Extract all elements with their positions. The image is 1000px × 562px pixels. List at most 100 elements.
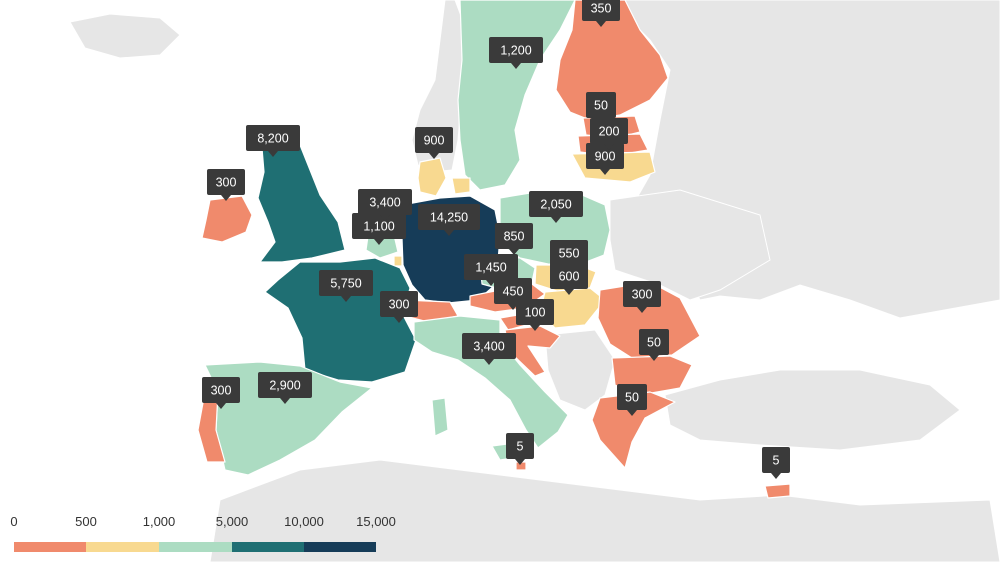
value-pin-box <box>586 92 616 118</box>
value-label: 300 <box>632 288 653 302</box>
value-label: 450 <box>503 285 524 299</box>
region-france[interactable] <box>264 257 417 383</box>
region-sweden[interactable] <box>457 0 576 191</box>
value-label: 5,750 <box>330 277 361 291</box>
value-pin-pointer <box>564 289 574 295</box>
value-pin-box <box>418 204 480 230</box>
value-pin-box <box>380 291 418 317</box>
value-pin-pointer <box>771 473 781 479</box>
iceland-shape <box>69 13 181 59</box>
value-pin-pointer <box>530 325 540 331</box>
value-pin-netherlands: 3,400 <box>358 189 412 221</box>
value-pin-italy: 3,400 <box>462 333 516 365</box>
value-pin-czechia: 1,450 <box>464 254 518 286</box>
value-pin-box <box>586 143 624 169</box>
value-pin-pointer <box>380 215 390 221</box>
value-pin-box <box>319 270 373 296</box>
value-pin-box <box>358 189 412 215</box>
value-label: 14,250 <box>430 211 468 225</box>
region-italy-sardinia[interactable] <box>431 397 449 437</box>
value-pin-box <box>590 118 628 144</box>
value-pin-box <box>550 263 588 289</box>
belarus-ukraine-shape <box>609 189 771 301</box>
value-pin-finland: 350 <box>582 0 620 27</box>
value-label: 50 <box>647 336 661 350</box>
region-greece[interactable] <box>591 391 676 469</box>
legend-label-500: 500 <box>75 514 97 529</box>
value-pin-spain: 2,900 <box>258 372 312 404</box>
value-pin-box <box>623 281 661 307</box>
value-pin-box <box>582 0 620 21</box>
value-label: 3,400 <box>473 340 504 354</box>
legend-swatch-500-1000 <box>86 542 159 552</box>
value-pin-box <box>762 447 790 473</box>
region-italy[interactable] <box>413 315 569 449</box>
value-pin-slovakia: 550 <box>550 240 588 272</box>
legend-swatch-0-500 <box>14 542 86 552</box>
value-pin-box <box>415 127 453 153</box>
value-pin-united-kingdom: 8,200 <box>246 125 300 157</box>
value-label: 2,900 <box>269 379 300 393</box>
region-malta[interactable] <box>515 461 527 471</box>
value-pin-austria: 450 <box>494 278 532 310</box>
value-label: 50 <box>594 99 608 113</box>
value-pin-lithuania: 900 <box>586 143 624 175</box>
value-label: 5 <box>773 454 780 468</box>
value-label: 200 <box>599 125 620 139</box>
value-label: 600 <box>559 270 580 284</box>
value-pin-pointer <box>394 317 404 323</box>
value-label: 550 <box>559 247 580 261</box>
region-luxembourg[interactable] <box>393 255 403 267</box>
value-pin-pointer <box>429 153 439 159</box>
background-land <box>69 0 1000 562</box>
legend: 0 500 1,000 5,000 10,000 15,000 <box>0 510 420 560</box>
value-pin-box <box>258 372 312 398</box>
value-label: 3,400 <box>369 196 400 210</box>
value-pin-latvia: 200 <box>590 118 628 150</box>
value-pin-pointer <box>280 398 290 404</box>
value-pin-slovenia: 100 <box>516 299 554 331</box>
value-label: 1,100 <box>363 220 394 234</box>
value-pin-pointer <box>511 63 521 69</box>
value-pin-box <box>529 191 583 217</box>
region-finland[interactable] <box>555 0 669 121</box>
legend-label-15000: 15,000 <box>356 514 396 529</box>
value-pin-pointer <box>268 151 278 157</box>
value-pin-box <box>617 384 647 410</box>
legend-label-1000: 1,000 <box>142 514 176 529</box>
value-pin-malta: 5 <box>506 433 534 465</box>
north-africa-shape <box>209 459 1000 562</box>
region-united-kingdom[interactable] <box>257 144 346 263</box>
turkey-shape <box>664 369 961 451</box>
value-pin-pointer <box>551 217 561 223</box>
value-pin-france: 5,750 <box>319 270 373 302</box>
value-pin-box <box>202 377 240 403</box>
value-label: 900 <box>424 134 445 148</box>
value-pin-pointer <box>216 403 226 409</box>
value-pin-pointer <box>509 249 519 255</box>
value-pin-romania: 300 <box>623 281 661 313</box>
value-label: 350 <box>591 2 612 16</box>
value-pin-pointer <box>604 144 614 150</box>
value-pin-box <box>246 125 300 151</box>
region-ireland[interactable] <box>201 195 253 243</box>
region-denmark[interactable] <box>417 157 471 197</box>
legend-swatch-10000-15000 <box>304 542 376 552</box>
value-pin-luxembourg: 850 <box>495 223 533 255</box>
value-pin-pointer <box>341 296 351 302</box>
value-pin-poland: 2,050 <box>529 191 583 223</box>
region-croatia[interactable] <box>504 325 561 377</box>
value-pin-box <box>489 37 543 63</box>
value-label: 100 <box>525 306 546 320</box>
value-pin-greece: 50 <box>617 384 647 416</box>
value-pin-pointer <box>515 459 525 465</box>
value-pin-bulgaria: 50 <box>639 329 669 361</box>
value-pin-portugal: 300 <box>202 377 240 409</box>
value-pin-pointer <box>600 169 610 175</box>
value-pin-pointer <box>444 230 454 236</box>
value-label: 1,450 <box>475 261 506 275</box>
value-pin-ireland: 300 <box>207 169 245 201</box>
region-cyprus[interactable] <box>764 483 791 499</box>
value-label: 8,200 <box>257 132 288 146</box>
value-pins: 14,250 8,200 5,750 1,100 3,400 3,400 2,900 2,05… <box>202 0 790 479</box>
